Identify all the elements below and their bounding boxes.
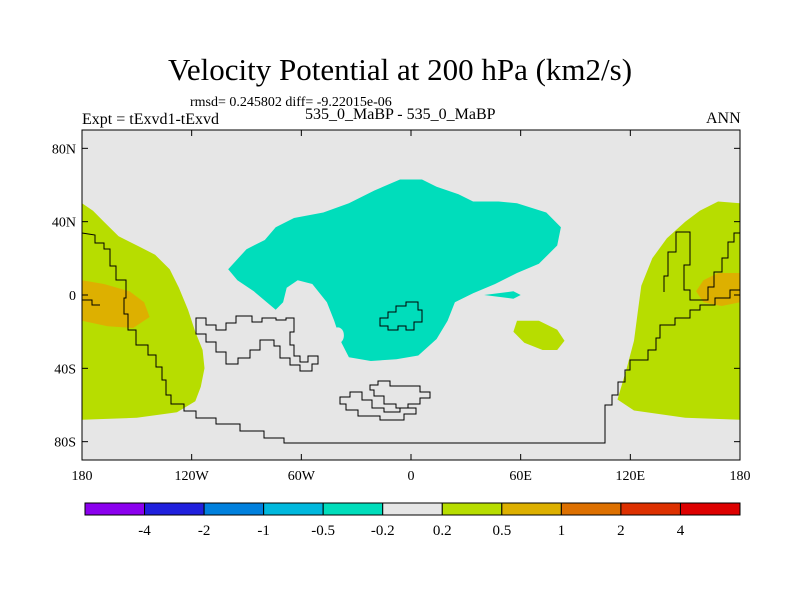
colorbar-label: -4 [138,523,151,539]
coastline-east-edge [663,231,740,301]
chart-title: Velocity Potential at 200 hPa (km2/s) [167,52,633,87]
coastline-south-america [195,315,319,372]
colorbar-label: -1 [257,523,270,539]
contour-positive-anomaly-south-atlantic [513,320,565,350]
experiment-label: Expt = tExvd1-tExvd [82,111,220,128]
y-tick-label: 80S [54,436,76,451]
y-tick-label: 80N [52,142,76,157]
colorbar-swatch [501,502,562,516]
colorbar-label: 4 [677,523,685,539]
colorbar-label: -2 [198,523,211,539]
x-tick-label: 120W [175,469,210,484]
coastline-southern-1 [369,380,431,409]
coastlines [82,231,740,444]
colorbar-swatch [144,502,205,516]
contour-positive-anomaly-east [617,201,740,420]
colorbar-swatch [263,502,324,516]
coastline-central-island [379,301,423,331]
colorbar-swatch [679,502,741,516]
colorbar-swatch [84,502,146,516]
colorbar-swatch [322,502,384,516]
season-label: ANN [706,110,741,127]
x-tick-label: 180 [72,469,93,484]
colorbar-swatch [203,502,265,516]
y-tick-label: 40N [52,216,76,231]
colorbar-swatch [560,502,622,516]
colorbar-label: -0.5 [311,523,335,539]
colorbar-swatch [620,502,681,516]
colorbar-swatch [382,502,443,516]
contour-negative-anomaly-central [228,179,561,361]
colorbar-label: 0.5 [492,523,511,539]
contour-hole [331,327,344,344]
x-tick-label: 180 [730,469,751,484]
case-label: 535_0_MaBP - 535_0_MaBP [305,106,496,123]
coastline-west-americas [82,232,740,444]
contour-strong-positive-west [82,280,150,328]
colorbar-swatch [441,502,503,516]
x-tick-label: 60E [509,469,532,484]
y-tick-label: 40S [54,362,76,377]
stats-text: rmsd= 0.245802 diff= -9.22015e-06 [190,95,392,110]
x-tick-label: 60W [288,469,316,484]
colorbar-label: 0.2 [433,523,452,539]
contour-negative-anomaly-wedge [484,291,521,299]
coastline-southern-2 [339,391,417,421]
y-tick-label: 0 [69,289,76,304]
coastline-northwest [82,299,100,306]
colorbar-label: 2 [617,523,625,539]
x-tick-label: 120E [616,469,646,484]
x-tick-label: 0 [408,469,415,484]
colorbar-label: -0.2 [371,523,395,539]
colorbar-label: 1 [558,523,566,539]
